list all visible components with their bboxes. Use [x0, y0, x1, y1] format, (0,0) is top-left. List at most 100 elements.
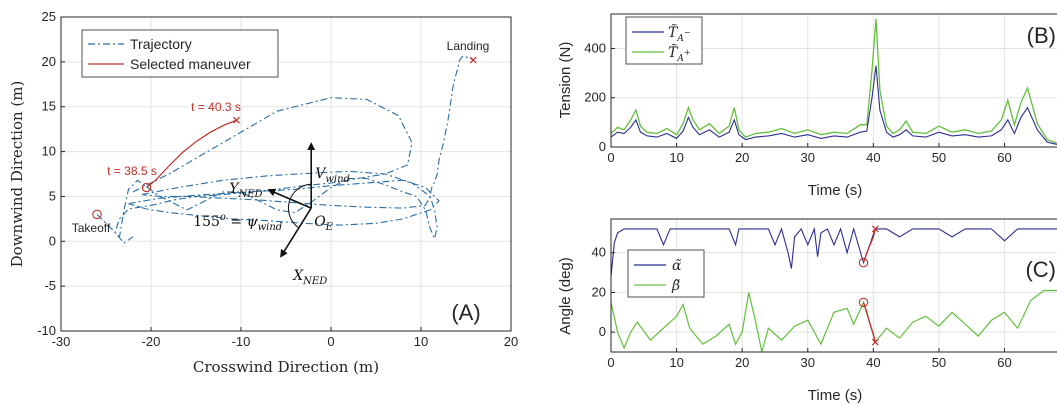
panel-c-legend: α̃ β̃ [627, 249, 705, 298]
tick-label-y: 25 [42, 9, 56, 24]
x-ned-label: XNED [292, 268, 327, 287]
marker-circle [141, 182, 152, 193]
panel-a-ylabel: Downwind Direction (m) [8, 81, 26, 268]
panel-b: 0 10 20 30 40 50 60 0 200 400 Time (s) Tension (N… [557, 13, 1057, 199]
tick-label-x: 60 [997, 150, 1011, 165]
tick-label-y: 0 [49, 233, 56, 248]
panel-c-data [611, 225, 1057, 352]
tick-label-y: 200 [584, 90, 606, 105]
panel-c-xlabel: Time (s) [808, 387, 862, 404]
panel-c-ticks: 0 10 20 30 40 50 60 0 20 40 [592, 245, 1012, 370]
tick-label-x: 30 [801, 150, 815, 165]
series-line-beta [611, 289, 1057, 352]
tick-label-x: 20 [735, 150, 749, 165]
panel-c-axes-frame [610, 218, 1057, 353]
series-line-tension-plus [610, 18, 1057, 144]
panel-a-ticks: -30 -20 -10 0 10 20 -10 -5 0 5 10 15 20 25 [37, 9, 518, 349]
panel-c-label: (C) [1025, 257, 1056, 282]
wind-angle-label: 155o = ψwind [193, 212, 282, 233]
tick-label-y: 400 [584, 40, 606, 55]
panel-b-ylabel: Tension (N) [557, 42, 574, 119]
tick-label-x: 40 [866, 150, 880, 165]
tick-label-y: 40 [592, 245, 606, 260]
marker-x [871, 225, 879, 233]
tick-label-x: -10 [232, 334, 251, 349]
tick-label-y: 20 [592, 284, 606, 299]
origin-label: OE [314, 214, 333, 233]
tick-label-x: 60 [997, 355, 1011, 370]
panel-a-data [92, 55, 477, 244]
series-line-tension-minus [610, 65, 1057, 146]
tick-label-x: 10 [414, 334, 428, 349]
annotation-takeoff: Takeoff [72, 221, 111, 235]
legend-label-alpha: α̃ [672, 258, 682, 274]
tick-label-x: 50 [932, 355, 946, 370]
v-wind-label: Vwind [315, 166, 350, 185]
tick-label-y: 0 [599, 324, 606, 339]
tick-label-x: 50 [932, 150, 946, 165]
tick-label-y: 15 [42, 99, 56, 114]
tick-label-y: 5 [49, 188, 56, 203]
annotation-t-40-3: t = 40.3 s [191, 100, 241, 114]
tick-label-y: -10 [37, 323, 56, 338]
tick-label-y: 0 [599, 139, 606, 154]
panel-a: Vwind YNED XNED OE 155o = ψwind -30 -20 -10 0 10… [8, 9, 518, 376]
tick-label-x: 10 [669, 150, 683, 165]
marker-x [871, 338, 879, 346]
panel-a-legend: Trajectory Selected maneuver [81, 29, 279, 78]
legend-label-beta: β̃ [671, 278, 680, 294]
legend-label-trajectory: Trajectory [130, 36, 192, 52]
legend-label-maneuver: Selected maneuver [130, 56, 251, 72]
panel-b-data [610, 18, 1057, 146]
panel-c-ylabel: Angle (deg) [557, 257, 574, 335]
wind-diagram: Vwind YNED XNED OE 155o = ψwind [193, 142, 350, 287]
y-ned-label: YNED [229, 181, 262, 200]
series-line-trajectory [96, 55, 474, 241]
tick-label-x: 20 [735, 355, 749, 370]
panel-b-ticks: 0 10 20 30 40 50 60 0 200 400 [584, 40, 1011, 165]
trajectory-loop [128, 179, 440, 226]
tick-label-x: 30 [801, 355, 815, 370]
tick-label-x: 0 [327, 334, 334, 349]
trajectory-loop [114, 97, 413, 244]
marker-x [469, 56, 477, 64]
frame-c [610, 218, 1057, 353]
tick-label-y: -5 [44, 278, 56, 293]
tick-label-y: 20 [42, 54, 56, 69]
tick-label-y: 10 [42, 144, 56, 159]
legend-box [625, 16, 703, 65]
tick-label-x: -30 [52, 334, 71, 349]
panel-b-xlabel: Time (s) [808, 182, 862, 199]
frame-b [610, 13, 1057, 148]
panel-a-axes-frame [60, 16, 512, 332]
tick-label-x: 0 [607, 355, 614, 370]
series-line-alpha-maneuver [862, 228, 876, 263]
series-line-beta-maneuver [862, 302, 876, 343]
tick-label-x: 0 [607, 150, 614, 165]
trajectory-loop [141, 170, 431, 209]
legend-box [81, 29, 279, 78]
series-line-alpha [611, 226, 1057, 277]
marker-circle [858, 297, 869, 308]
wind-angle-arc [287, 183, 312, 229]
tick-label-x: 20 [504, 334, 518, 349]
panel-b-axes-frame [610, 13, 1057, 148]
series-line-selected-maneuver [146, 119, 237, 188]
panel-a-label: (A) [451, 300, 480, 325]
panel-a-xlabel: Crosswind Direction (m) [193, 358, 379, 376]
marker-circle [92, 209, 102, 220]
marker-circle [858, 257, 869, 268]
panel-b-label: (B) [1027, 23, 1056, 48]
panel-c-clipped-data [611, 225, 1057, 352]
annotation-t-38-5: t = 38.5 s [107, 164, 157, 178]
annotation-landing: Landing [447, 39, 490, 53]
marker-x [233, 116, 240, 124]
x-ned-arrow [280, 207, 312, 258]
tick-label-x: -20 [142, 334, 161, 349]
panel-b-legend: T̃A− T̃A+ [625, 16, 703, 65]
legend-box [627, 249, 705, 298]
tick-label-x: 10 [669, 355, 683, 370]
tick-label-x: 40 [866, 355, 880, 370]
